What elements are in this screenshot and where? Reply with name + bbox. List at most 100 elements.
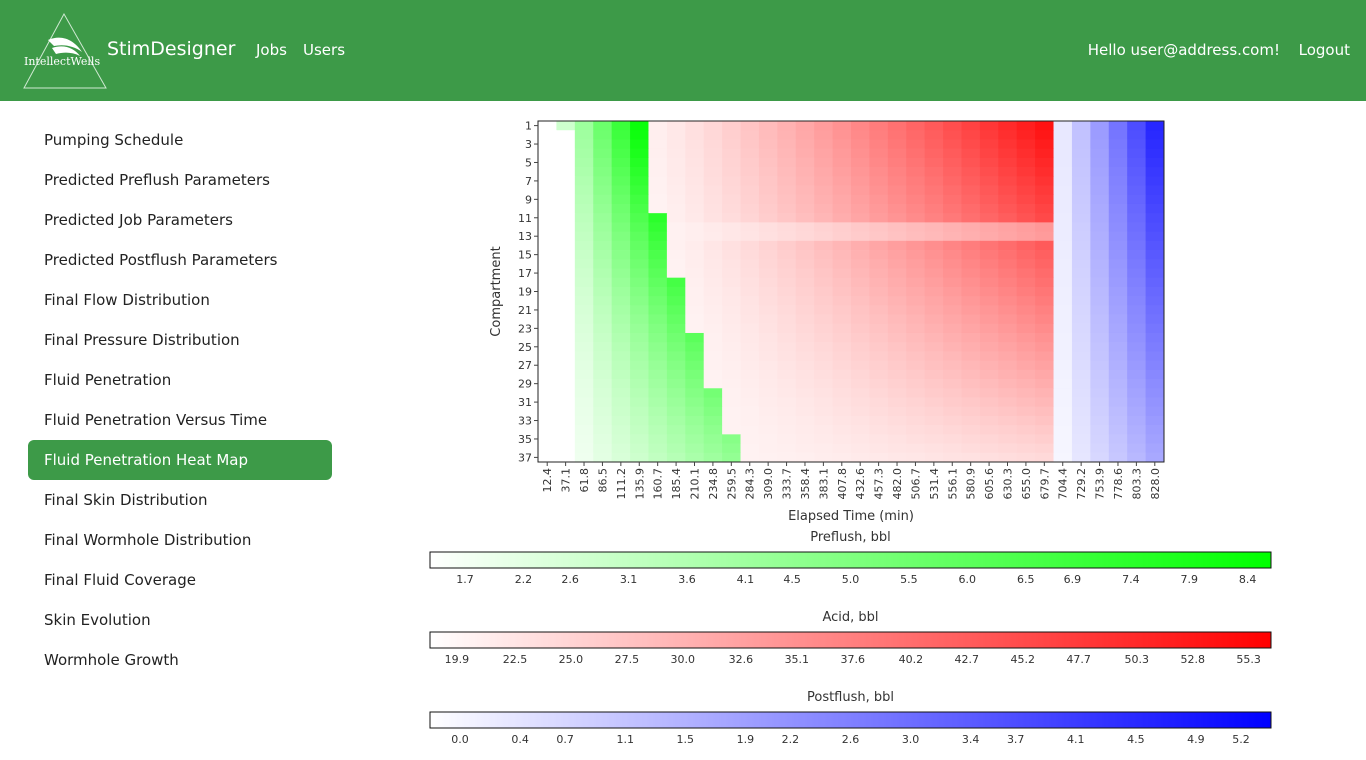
sidebar-item-final-wormhole-distribution[interactable]: Final Wormhole Distribution: [44, 531, 252, 549]
heatmap-cell: [998, 157, 1018, 168]
heatmap-cell: [611, 213, 631, 223]
heatmap-cell: [740, 314, 760, 325]
sidebar-item-final-flow-distribution[interactable]: Final Flow Distribution: [44, 291, 210, 309]
heatmap-cell: [1035, 139, 1054, 150]
heatmap-cell: [924, 351, 944, 362]
intellectwells-logo-icon[interactable]: [18, 10, 110, 90]
heatmap-cell: [1016, 314, 1036, 325]
nav-users-link[interactable]: Users: [303, 41, 346, 59]
sidebar-item-final-pressure-distribution[interactable]: Final Pressure Distribution: [44, 331, 240, 349]
heatmap-cell: [1090, 139, 1110, 150]
heatmap-cell: [795, 434, 815, 444]
heatmap-cell: [832, 250, 852, 260]
heatmap-cell: [832, 434, 852, 444]
heatmap-cell: [1035, 157, 1054, 168]
heatmap-cell: [556, 388, 576, 398]
heatmap-cell: [1035, 360, 1054, 371]
heatmap-cell: [906, 167, 926, 177]
heatmap-cell: [666, 434, 686, 444]
sidebar-item-fluid-penetration-heat-map[interactable]: Fluid Penetration Heat Map: [28, 440, 332, 480]
heatmap-cell: [758, 452, 778, 463]
heatmap-cell: [703, 167, 723, 177]
sidebar-item-predicted-postflush-parameters[interactable]: Predicted Postflush Parameters: [44, 251, 278, 269]
sidebar-item-wormhole-growth[interactable]: Wormhole Growth: [44, 651, 179, 669]
heatmap-cell: [1108, 240, 1128, 251]
heatmap-cell: [611, 332, 631, 343]
heatmap-cell: [887, 434, 907, 444]
heatmap-cell: [979, 443, 999, 454]
heatmap-cell: [593, 277, 613, 288]
heatmap-cell: [795, 406, 815, 417]
heatmap-cell: [906, 222, 926, 232]
heatmap-cell: [685, 305, 705, 315]
heatmap-cell: [722, 176, 741, 186]
heatmap-cell: [1053, 250, 1073, 260]
heatmap-cell: [1071, 351, 1091, 362]
sidebar-item-final-fluid-coverage[interactable]: Final Fluid Coverage: [44, 571, 196, 589]
colorbar-tick-label: 42.7: [955, 653, 980, 666]
heatmap-cell: [869, 452, 889, 463]
heatmap-cell: [556, 342, 576, 352]
heatmap-cell: [538, 157, 557, 168]
colorbar-tick-label: 50.3: [1125, 653, 1150, 666]
heatmap-cell: [1035, 176, 1054, 186]
heatmap-cell: [666, 157, 686, 168]
brand-name[interactable]: StimDesigner: [107, 38, 236, 60]
heatmap-cell: [851, 406, 870, 417]
heatmap-cell: [1127, 397, 1146, 408]
logout-link[interactable]: Logout: [1298, 41, 1350, 59]
heatmap-cell: [556, 443, 576, 454]
heatmap-cell: [887, 203, 907, 214]
heatmap-cell: [593, 323, 613, 334]
heatmap-cell: [943, 388, 962, 398]
heatmap-cell: [1016, 323, 1036, 334]
sidebar-item-predicted-job-parameters[interactable]: Predicted Job Parameters: [44, 211, 233, 229]
heatmap-cell: [814, 139, 833, 150]
heatmap-cell: [869, 157, 889, 168]
heatmap-cell: [1145, 379, 1165, 389]
heatmap-cell: [961, 314, 981, 325]
heatmap-cell: [722, 332, 741, 343]
heatmap-cell: [1053, 360, 1073, 371]
heatmap-cell: [1108, 415, 1128, 426]
heatmap-cell: [574, 332, 594, 343]
heatmap-cell: [906, 121, 926, 131]
heatmap-cell: [1090, 268, 1110, 279]
heatmap-cell: [556, 185, 576, 196]
heatmap-cell: [1071, 443, 1091, 454]
sidebar-item-skin-evolution[interactable]: Skin Evolution: [44, 611, 151, 629]
heatmap-cell: [906, 379, 926, 389]
heatmap-cell: [869, 443, 889, 454]
sidebar-item-final-skin-distribution[interactable]: Final Skin Distribution: [44, 491, 208, 509]
heatmap-cell: [887, 323, 907, 334]
heatmap-cell: [1145, 222, 1165, 232]
heatmap-cell: [1016, 250, 1036, 260]
heatmap-cell: [832, 332, 852, 343]
heatmap-cell: [556, 415, 576, 426]
heatmap-cell: [1145, 415, 1165, 426]
heatmap-cell: [722, 397, 741, 408]
heatmap-cell: [906, 342, 926, 352]
heatmap-cell: [1108, 425, 1128, 435]
heatmap-cell: [814, 452, 833, 463]
heatmap-cell: [851, 130, 870, 140]
heatmap-cell: [832, 406, 852, 417]
sidebar-item-pumping-schedule[interactable]: Pumping Schedule: [44, 131, 184, 149]
heatmap-cell: [961, 157, 981, 168]
heatmap-cell: [906, 250, 926, 260]
x-tick-label: 655.0: [1020, 468, 1033, 500]
heatmap-cell: [943, 167, 962, 177]
heatmap-cell: [630, 425, 649, 435]
heatmap-cell: [814, 250, 833, 260]
heatmap-cell: [1145, 305, 1165, 315]
heatmap-cell: [685, 240, 705, 251]
heatmap-cell: [887, 406, 907, 417]
sidebar-item-fluid-penetration-versus-time[interactable]: Fluid Penetration Versus Time: [44, 411, 268, 429]
heatmap-cell: [961, 360, 981, 371]
heatmap-cell: [1053, 296, 1073, 306]
sidebar-item-fluid-penetration[interactable]: Fluid Penetration: [44, 371, 172, 389]
heatmap-cell: [1127, 388, 1146, 398]
sidebar-item-predicted-preflush-parameters[interactable]: Predicted Preflush Parameters: [44, 171, 270, 189]
nav-jobs-link[interactable]: Jobs: [256, 41, 287, 59]
heatmap-cell: [777, 351, 797, 362]
